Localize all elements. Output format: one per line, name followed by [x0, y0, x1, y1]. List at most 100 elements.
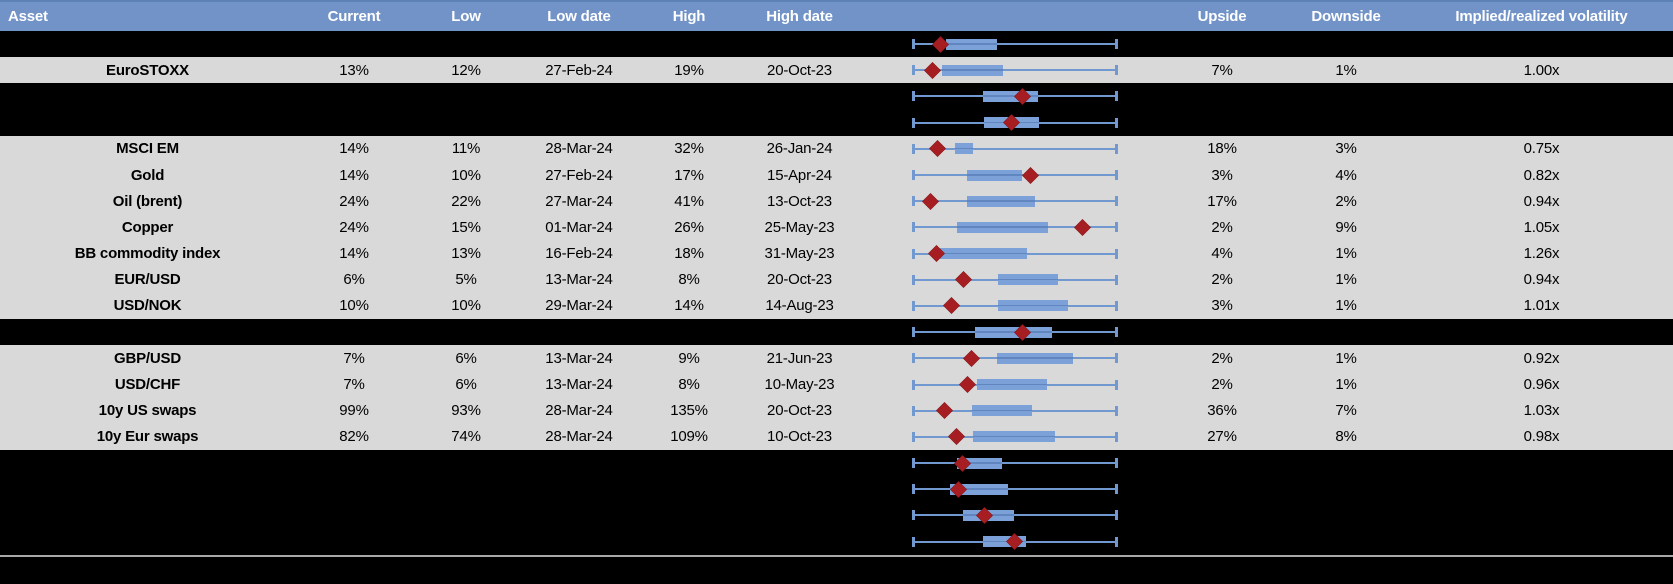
whisker-cap-right-icon — [1115, 91, 1118, 102]
cell-high-date: 15-Apr-24 — [767, 166, 832, 184]
whisker-cap-left-icon — [912, 91, 915, 102]
cell-asset: 10y Eur swaps — [96, 428, 199, 446]
whisker-cap-left-icon — [912, 143, 915, 154]
cell-downside: 1% — [1335, 349, 1357, 367]
iqr-box — [997, 300, 1069, 312]
redacted-row — [0, 450, 1673, 477]
column-header-low: Low — [451, 8, 481, 25]
whisker-cap-right-icon — [1115, 65, 1118, 76]
cell-current: 10% — [339, 297, 369, 315]
cell-high: 17% — [674, 166, 704, 184]
cell-implied-realized-volatility: 0.98x — [1523, 428, 1560, 446]
cell-implied-realized-volatility: 0.92x — [1523, 349, 1560, 367]
whisker-cap-left-icon — [912, 117, 915, 128]
cell-implied-realized-volatility: 0.94x — [1523, 271, 1560, 289]
whisker-cap-left-icon — [912, 248, 915, 259]
boxplot — [912, 136, 1118, 162]
whisker-cap-left-icon — [912, 405, 915, 416]
cell-implied-realized-volatility: 0.96x — [1523, 376, 1560, 394]
cell-high: 32% — [674, 140, 704, 158]
cell-low-date: 28-Mar-24 — [545, 140, 613, 158]
cell-asset: GBP/USD — [114, 349, 181, 367]
cell-low-date: 27-Feb-24 — [545, 166, 613, 184]
cell-low: 11% — [451, 140, 481, 158]
cell-asset: Oil (brent) — [112, 192, 183, 210]
cell-current: 7% — [343, 376, 365, 394]
cell-high-date: 14-Aug-23 — [765, 297, 834, 315]
diamond-marker-icon — [924, 62, 941, 79]
whisker-cap-left-icon — [912, 196, 915, 207]
cell-low: 6% — [455, 349, 477, 367]
table-row: USD/NOK 10% 10% 29-Mar-24 14% 14-Aug-23 … — [0, 292, 1673, 320]
whisker-cap-right-icon — [1115, 248, 1118, 259]
whisker-cap-right-icon — [1115, 405, 1118, 416]
cell-low-date: 16-Feb-24 — [545, 245, 613, 263]
whisker-line — [913, 147, 1117, 150]
cell-low: 12% — [451, 61, 481, 79]
iqr-box — [949, 483, 1008, 495]
boxplot — [912, 529, 1118, 555]
boxplot — [912, 57, 1118, 83]
whisker-cap-right-icon — [1115, 353, 1118, 364]
whisker-cap-left-icon — [912, 431, 915, 442]
column-header-upside: Upside — [1197, 8, 1247, 25]
column-header-current: Current — [327, 8, 381, 25]
cell-implied-realized-volatility: 1.05x — [1523, 218, 1560, 236]
cell-implied-realized-volatility: 0.94x — [1523, 192, 1560, 210]
cell-downside: 3% — [1335, 140, 1357, 158]
cell-current: 14% — [339, 245, 369, 263]
boxplot — [912, 83, 1118, 109]
cell-high: 9% — [678, 349, 700, 367]
boxplot — [912, 241, 1118, 267]
cell-boxplot — [868, 214, 1162, 240]
column-header-implied-realized-volatility: Implied/realized volatility — [1455, 8, 1628, 25]
cell-upside: 3% — [1211, 166, 1233, 184]
whisker-cap-right-icon — [1115, 274, 1118, 285]
cell-low: 93% — [451, 402, 481, 420]
whisker-cap-left-icon — [912, 65, 915, 76]
cell-upside: 2% — [1211, 271, 1233, 289]
cell-low-date: 28-Mar-24 — [545, 428, 613, 446]
cell-boxplot — [868, 31, 1162, 57]
cell-downside: 1% — [1335, 297, 1357, 315]
cell-high-date: 31-May-23 — [764, 245, 835, 263]
whisker-cap-left-icon — [912, 379, 915, 390]
redacted-row — [0, 31, 1673, 58]
cell-implied-realized-volatility: 1.01x — [1523, 297, 1560, 315]
cell-high-date: 26-Jan-24 — [766, 140, 833, 158]
redacted-row — [0, 502, 1673, 529]
cell-high-date: 25-May-23 — [764, 218, 835, 236]
diamond-marker-icon — [963, 350, 979, 367]
cell-current: 82% — [339, 428, 369, 446]
whisker-cap-right-icon — [1115, 327, 1118, 338]
cell-low: 13% — [451, 245, 481, 263]
cell-boxplot — [868, 110, 1162, 136]
cell-low: 22% — [451, 192, 481, 210]
cell-boxplot — [868, 529, 1162, 555]
cell-high: 135% — [670, 402, 708, 420]
cell-boxplot — [868, 83, 1162, 109]
cell-implied-realized-volatility: 1.03x — [1523, 402, 1560, 420]
iqr-box — [945, 38, 997, 50]
cell-current: 6% — [343, 271, 365, 289]
cell-high-date: 10-May-23 — [764, 376, 835, 394]
whisker-cap-right-icon — [1115, 143, 1118, 154]
cell-downside: 4% — [1335, 166, 1357, 184]
iqr-box — [983, 536, 1027, 548]
iqr-box — [941, 64, 1003, 76]
cell-boxplot — [868, 424, 1162, 450]
cell-low: 15% — [451, 218, 481, 236]
table-row: EUR/USD 6% 5% 13-Mar-24 8% 20-Oct-23 2% … — [0, 266, 1673, 293]
cell-current: 99% — [339, 402, 369, 420]
diamond-marker-icon — [949, 429, 965, 445]
column-header-downside: Downside — [1311, 8, 1381, 25]
cell-boxplot — [868, 293, 1162, 319]
iqr-box — [973, 431, 1055, 443]
boxplot — [912, 214, 1118, 240]
whisker-cap-right-icon — [1115, 431, 1118, 442]
diamond-marker-icon — [1022, 167, 1039, 183]
cell-current: 14% — [339, 166, 369, 184]
cell-low-date: 27-Mar-24 — [545, 192, 613, 210]
cell-boxplot — [868, 188, 1162, 214]
cell-high: 26% — [674, 218, 704, 236]
